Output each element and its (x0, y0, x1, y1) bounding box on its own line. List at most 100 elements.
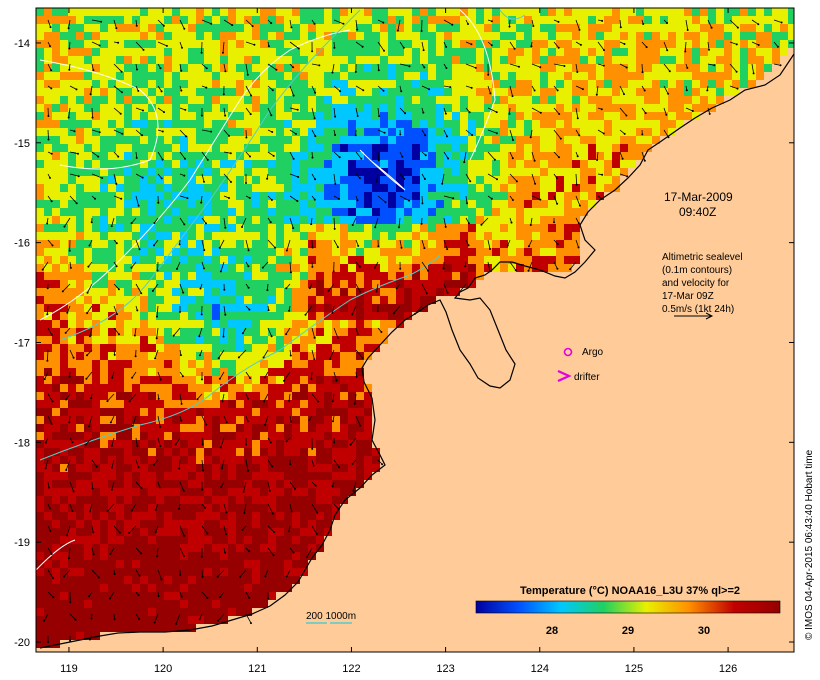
sst-pixel (76, 16, 84, 24)
sst-pixel (196, 472, 204, 480)
sst-pixel (244, 416, 252, 424)
sst-pixel (212, 216, 220, 224)
sst-pixel (116, 192, 124, 200)
sst-pixel (100, 272, 108, 280)
sst-pixel (332, 432, 340, 440)
sst-pixel (516, 96, 524, 104)
sst-pixel (164, 120, 172, 128)
sst-pixel (500, 232, 508, 240)
sst-pixel (436, 144, 444, 152)
sst-pixel (596, 168, 604, 176)
sst-pixel (380, 288, 388, 296)
sst-pixel (252, 216, 260, 224)
sst-pixel (172, 96, 180, 104)
sst-pixel (588, 128, 596, 136)
sst-pixel (356, 360, 364, 368)
sst-pixel (332, 360, 340, 368)
sst-pixel (308, 176, 316, 184)
sst-pixel (660, 24, 668, 32)
sst-pixel (196, 488, 204, 496)
sst-pixel (260, 592, 268, 600)
sst-pixel (332, 224, 340, 232)
sst-pixel (268, 408, 276, 416)
velocity-arrow (619, 129, 625, 135)
sst-pixel (308, 448, 316, 456)
sst-pixel (52, 448, 60, 456)
sst-pixel (124, 624, 132, 632)
sst-pixel (700, 56, 708, 64)
sst-pixel (156, 352, 164, 360)
velocity-arrow (333, 107, 336, 117)
sst-pixel (140, 216, 148, 224)
sst-pixel (236, 304, 244, 312)
sst-pixel (332, 120, 340, 128)
sst-pixel (228, 352, 236, 360)
sst-pixel (388, 40, 396, 48)
sst-pixel (452, 120, 460, 128)
sst-pixel (188, 240, 196, 248)
sst-pixel (84, 72, 92, 80)
sst-pixel (188, 504, 196, 512)
sst-pixel (36, 216, 44, 224)
velocity-arrow (399, 195, 410, 201)
sst-pixel (244, 208, 252, 216)
sst-pixel (140, 592, 148, 600)
sst-pixel (572, 168, 580, 176)
velocity-arrow (69, 151, 79, 155)
sst-pixel (404, 168, 412, 176)
sst-pixel (340, 376, 348, 384)
sst-pixel (444, 136, 452, 144)
sst-pixel (140, 432, 148, 440)
sst-pixel (252, 416, 260, 424)
sst-pixel (140, 472, 148, 480)
sst-pixel (92, 512, 100, 520)
sst-pixel (276, 248, 284, 256)
sst-pixel (108, 216, 116, 224)
sst-pixel (428, 288, 436, 296)
sst-pixel (60, 440, 68, 448)
sst-pixel (196, 584, 204, 592)
sst-pixel (244, 120, 252, 128)
sst-pixel (324, 176, 332, 184)
sst-pixel (684, 24, 692, 32)
sst-pixel (204, 40, 212, 48)
sst-pixel (324, 488, 332, 496)
sst-pixel (372, 48, 380, 56)
sst-pixel (68, 48, 76, 56)
sst-pixel (100, 80, 108, 88)
sst-pixel (332, 176, 340, 184)
sst-pixel (396, 304, 404, 312)
sst-pixel (668, 112, 676, 120)
sst-pixel (212, 224, 220, 232)
sst-pixel (116, 72, 124, 80)
sst-pixel (204, 560, 212, 568)
sst-pixel (196, 128, 204, 136)
sst-pixel (252, 392, 260, 400)
sst-pixel (284, 456, 292, 464)
sst-pixel (452, 264, 460, 272)
velocity-arrow (160, 90, 163, 93)
sst-pixel (236, 512, 244, 520)
sst-pixel (412, 160, 420, 168)
sst-pixel (316, 48, 324, 56)
sst-pixel (356, 368, 364, 376)
velocity-arrow (120, 197, 123, 200)
sst-pixel (84, 528, 92, 536)
velocity-arrow (685, 19, 689, 31)
sst-pixel (236, 528, 244, 536)
sst-pixel (508, 8, 516, 16)
sst-pixel (244, 568, 252, 576)
sst-pixel (252, 568, 260, 576)
velocity-arrow (493, 158, 496, 161)
sst-pixel (268, 48, 276, 56)
velocity-arrow (135, 41, 144, 51)
sst-pixel (340, 248, 348, 256)
sst-pixel (436, 64, 444, 72)
sst-pixel (164, 448, 172, 456)
sst-pixel (164, 80, 172, 88)
sst-pixel (532, 96, 540, 104)
velocity-arrow (751, 41, 759, 46)
sst-pixel (140, 368, 148, 376)
sst-pixel (620, 56, 628, 64)
sst-pixel (172, 288, 180, 296)
